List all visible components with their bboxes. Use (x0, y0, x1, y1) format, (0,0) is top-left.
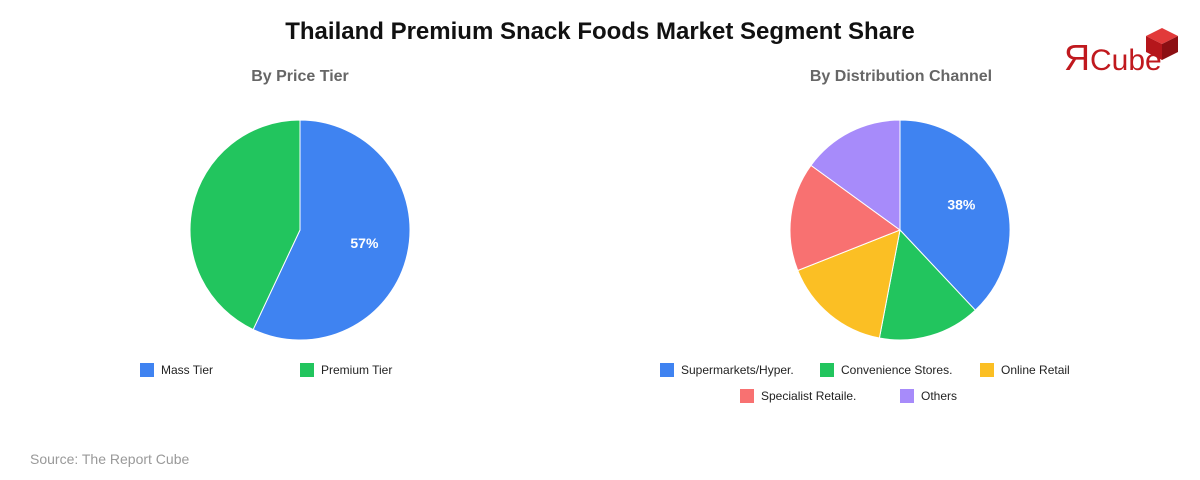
pie-slice-others (810, 119, 901, 231)
pie-slice-specialist-retaile (789, 164, 902, 272)
pie-slice-online-retail (797, 229, 901, 339)
legend-swatch (140, 363, 154, 377)
legend-item-convenience-stores: Convenience Stores. (820, 362, 952, 378)
price-tier-pie: 57% (189, 119, 411, 341)
cube-icon (1146, 28, 1178, 60)
chart-title: Thailand Premium Snack Foods Market Segm… (285, 18, 915, 45)
report-cube-logo: ЯCube (1060, 26, 1182, 82)
pie-slice-mass-tier (252, 119, 411, 341)
legend-label: Specialist Retaile. (761, 389, 857, 403)
pie-data-label: 57% (350, 235, 379, 251)
legend-swatch (660, 363, 674, 377)
legend-label: Supermarkets/Hyper. (681, 363, 794, 377)
distribution-channel-pie: 38% (789, 119, 1011, 341)
legend-swatch (980, 363, 994, 377)
legend-item-premium-tier: Premium Tier (300, 362, 392, 378)
legend-item-supermarkets: Supermarkets/Hyper. (660, 362, 794, 378)
pie-slice-supermarkets-hyper (899, 119, 1011, 311)
legend-label: Mass Tier (161, 363, 214, 377)
legend-label: Online Retail (1001, 363, 1070, 377)
distribution-channel-subtitle: By Distribution Channel (809, 68, 993, 85)
source-note: Source: The Report Cube (30, 451, 190, 467)
legend-label: Convenience Stores. (841, 363, 953, 377)
legend-item-specialist-retailers: Specialist Retaile. (740, 388, 856, 404)
legend-swatch (900, 389, 914, 403)
legend-item-others: Others (900, 388, 957, 404)
legend-label: Premium Tier (321, 363, 393, 377)
pie-slice-convenience-stores (878, 228, 977, 341)
legend-swatch (820, 363, 834, 377)
legend-item-online-retail: Online Retail (980, 362, 1070, 378)
legend-item-mass-tier: Mass Tier (140, 362, 213, 378)
pie-slice-premium-tier (189, 119, 301, 331)
legend-label: Others (921, 389, 958, 403)
price-tier-subtitle: By Price Tier (251, 68, 349, 85)
pie-data-label: 38% (947, 196, 976, 212)
legend-swatch (740, 389, 754, 403)
legend-swatch (300, 363, 314, 377)
